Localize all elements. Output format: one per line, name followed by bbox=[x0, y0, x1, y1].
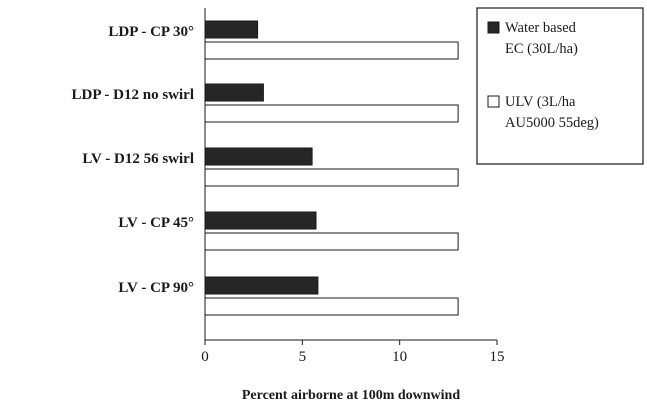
x-axis-title: Percent airborne at 100m downwind bbox=[242, 388, 460, 403]
x-tick-label: 15 bbox=[490, 349, 505, 365]
legend-swatch-water-based bbox=[487, 21, 500, 34]
x-tick-label: 0 bbox=[201, 349, 209, 365]
category-label: LV - CP 90° bbox=[118, 280, 194, 296]
category-label: LDP - CP 30° bbox=[108, 24, 194, 40]
bar-water-based bbox=[204, 211, 317, 230]
bar-water-based bbox=[204, 147, 313, 166]
bars bbox=[204, 20, 459, 316]
category-label: LV - CP 45° bbox=[118, 215, 194, 231]
legend-label: ULV (3L/ha bbox=[505, 94, 576, 110]
legend-box bbox=[476, 7, 644, 165]
bar-ulv bbox=[204, 41, 459, 60]
category-labels: LDP - CP 30° LDP - D12 no swirl LV - D12 5… bbox=[71, 24, 194, 296]
category-label: LDP - D12 no swirl bbox=[71, 87, 194, 103]
bar-water-based bbox=[204, 276, 319, 295]
bar-ulv bbox=[204, 104, 459, 123]
legend-label: EC (30L/ha) bbox=[505, 41, 578, 57]
category-label: LV - D12 56 swirl bbox=[82, 151, 194, 167]
bar-water-based bbox=[204, 83, 264, 102]
legend-label: AU5000 55deg) bbox=[505, 115, 599, 131]
bar-water-based bbox=[204, 20, 259, 39]
x-tick-label: 10 bbox=[392, 349, 407, 365]
legend-swatch-ulv bbox=[487, 95, 500, 108]
legend-label: Water based bbox=[505, 20, 577, 36]
x-axis: 0 5 10 15 bbox=[201, 8, 505, 365]
legend: Water based EC (30L/ha) ULV (3L/ha AU5000 5… bbox=[476, 7, 644, 165]
bar-ulv bbox=[204, 232, 459, 251]
x-tick-label: 5 bbox=[299, 349, 307, 365]
bar-ulv bbox=[204, 297, 459, 316]
bar-ulv bbox=[204, 168, 459, 187]
